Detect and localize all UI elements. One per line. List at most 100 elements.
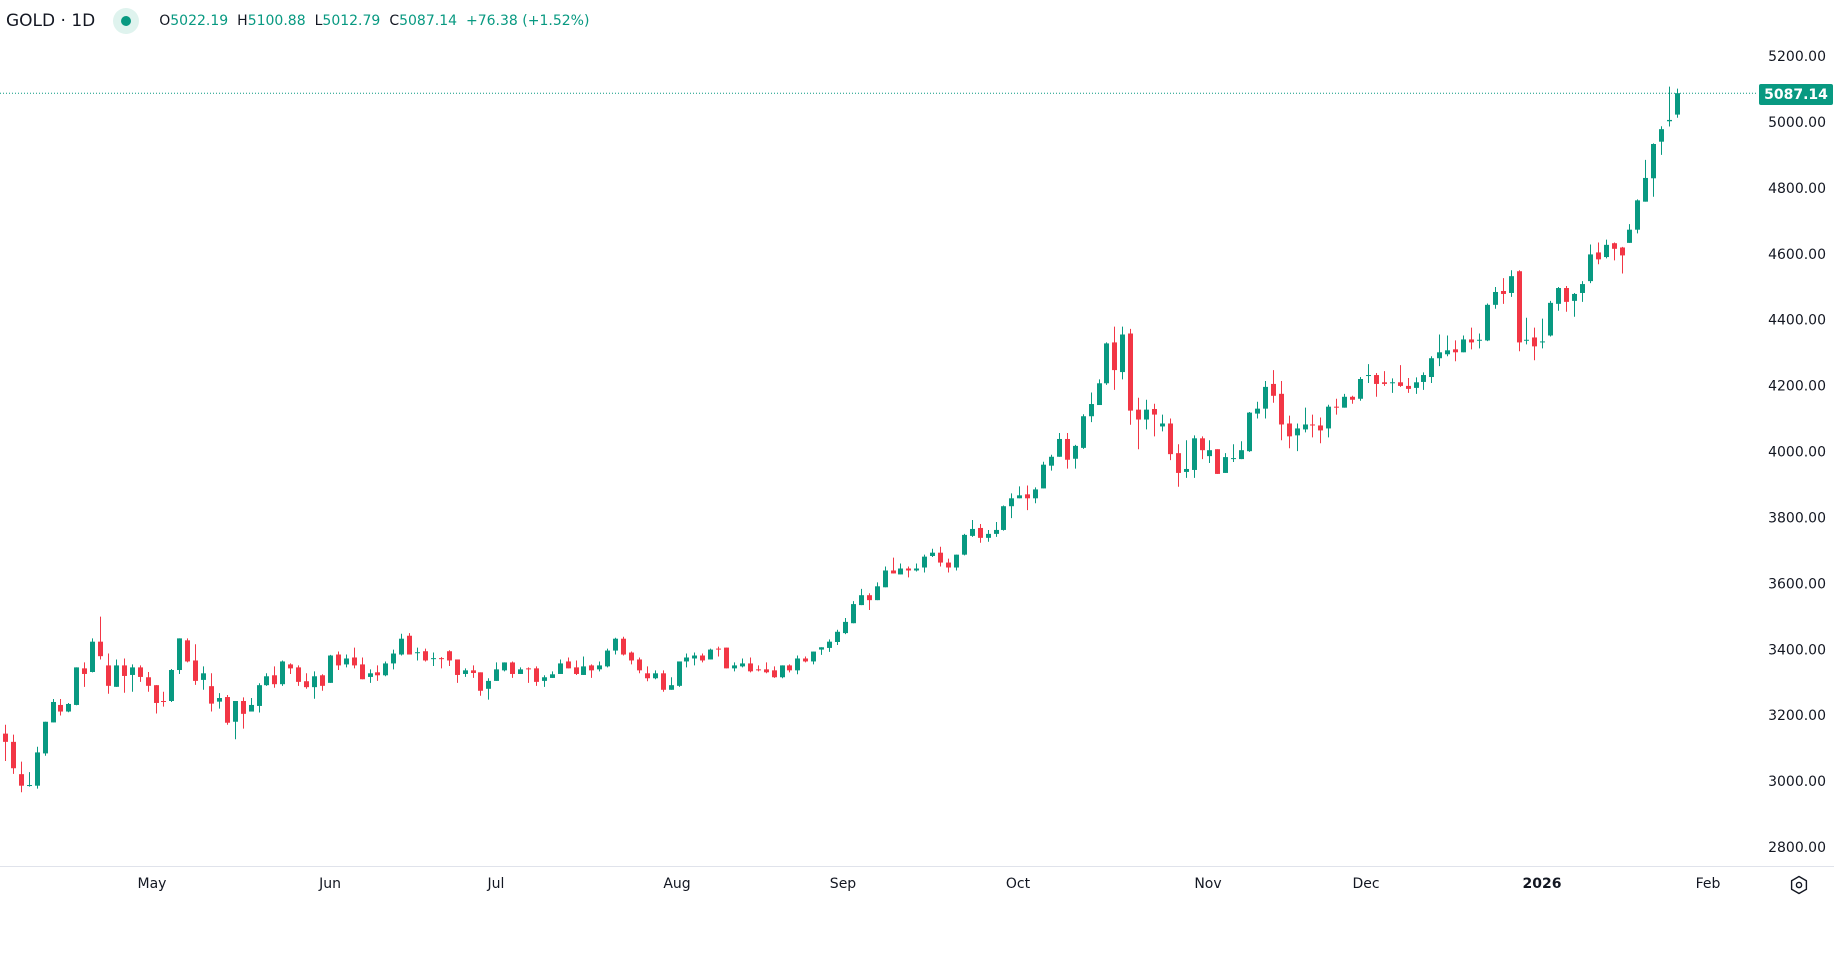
candle-up (1540, 318, 1545, 349)
candle-down (716, 646, 721, 657)
candle-body (1564, 288, 1569, 302)
y-tick-label: 2800.00 (1768, 840, 1826, 856)
candle-up (1556, 287, 1561, 311)
candle-up (1358, 377, 1363, 401)
candle-down (1350, 395, 1355, 404)
candle-body (1429, 358, 1434, 378)
candle-body (90, 641, 95, 672)
candle-down (146, 671, 151, 692)
x-tick-label: Jul (487, 876, 505, 892)
candle-down (288, 663, 293, 674)
candle-up (1366, 364, 1371, 383)
candle-up (1524, 317, 1529, 345)
candle-body (66, 703, 71, 712)
candle-up (66, 702, 71, 713)
candle-body (264, 676, 269, 686)
candle-body (399, 638, 404, 655)
candle-up (431, 652, 436, 667)
candle-up (1247, 411, 1252, 452)
candle-up (1627, 224, 1632, 243)
candle-body (772, 670, 777, 678)
low-value: 5012.79 (322, 13, 381, 29)
candle-up (177, 638, 182, 674)
candle-up (811, 651, 816, 665)
y-tick-label: 5200.00 (1768, 49, 1826, 65)
candle-up (1207, 440, 1212, 464)
market-open-dot-icon (121, 16, 132, 26)
candle-up (1651, 143, 1656, 197)
candle-up (1303, 407, 1308, 433)
candle-body (898, 568, 903, 575)
candle-down (1136, 397, 1141, 450)
candle-body (296, 667, 301, 682)
candle-body (1382, 382, 1387, 384)
candle-body (312, 676, 317, 688)
candle-up (1580, 281, 1585, 302)
candle-down (447, 650, 452, 667)
candle-down (1564, 286, 1569, 312)
symbol-title[interactable]: GOLD · 1D (6, 11, 96, 31)
candle-body (257, 685, 262, 706)
market-status-indicator[interactable] (113, 8, 140, 34)
candle-body (407, 635, 412, 655)
candle-up (883, 566, 888, 588)
candles (3, 86, 1680, 793)
candle-down (724, 647, 729, 669)
candle-body (835, 631, 840, 642)
last-price-tag: 5087.14 (1759, 84, 1833, 105)
y-tick-label: 3600.00 (1768, 576, 1826, 592)
candle-body (629, 652, 634, 661)
candle-body (1461, 339, 1466, 353)
candle-up (328, 654, 333, 683)
candle-down (360, 657, 365, 680)
candle-body (169, 670, 174, 701)
candle-body (1279, 393, 1284, 425)
candle-up (653, 670, 658, 680)
candle-down (320, 674, 325, 691)
candle-body (827, 641, 832, 648)
candle-up (922, 554, 927, 573)
candle-body (209, 686, 214, 704)
candle-body (819, 647, 824, 650)
candle-body (1532, 337, 1537, 347)
candle-body (653, 673, 658, 679)
candle-body (1089, 404, 1094, 417)
candle-body (486, 680, 491, 689)
gear-icon[interactable] (1789, 875, 1809, 895)
candle-down (336, 651, 341, 671)
candle-down (1200, 436, 1205, 460)
candle-up (962, 533, 967, 556)
candle-body (1453, 349, 1458, 353)
candle-up (1231, 444, 1236, 463)
candle-body (74, 667, 79, 705)
candle-body (336, 654, 341, 666)
candle-body (764, 669, 769, 673)
candle-up (391, 649, 396, 670)
candle-up (1326, 404, 1331, 438)
candle-body (1001, 506, 1006, 530)
candle-body (1358, 378, 1363, 399)
candle-body (1168, 423, 1173, 455)
candle-down (423, 648, 428, 662)
candle-body (1334, 406, 1339, 408)
candle-body (1437, 352, 1442, 359)
candle-body (423, 651, 428, 661)
price-axis[interactable]: 5200.00 5000.00 4800.00 4600.00 4400.00 4200.… (1768, 49, 1826, 856)
candle-down (1612, 242, 1617, 261)
candle-body (1540, 341, 1545, 343)
candle-body (241, 700, 246, 714)
candle-down (645, 666, 650, 682)
candle-up (1604, 239, 1609, 259)
candle-down (1215, 449, 1220, 474)
candle-body (1588, 254, 1593, 282)
candle-down (11, 734, 16, 774)
candle-body (1635, 200, 1640, 230)
candle-body (114, 665, 119, 687)
candle-body (304, 681, 309, 688)
candle-up (264, 673, 269, 686)
candle-up (1667, 86, 1672, 127)
candle-up (312, 671, 317, 699)
candle-body (1152, 408, 1157, 415)
candle-body (431, 658, 436, 660)
